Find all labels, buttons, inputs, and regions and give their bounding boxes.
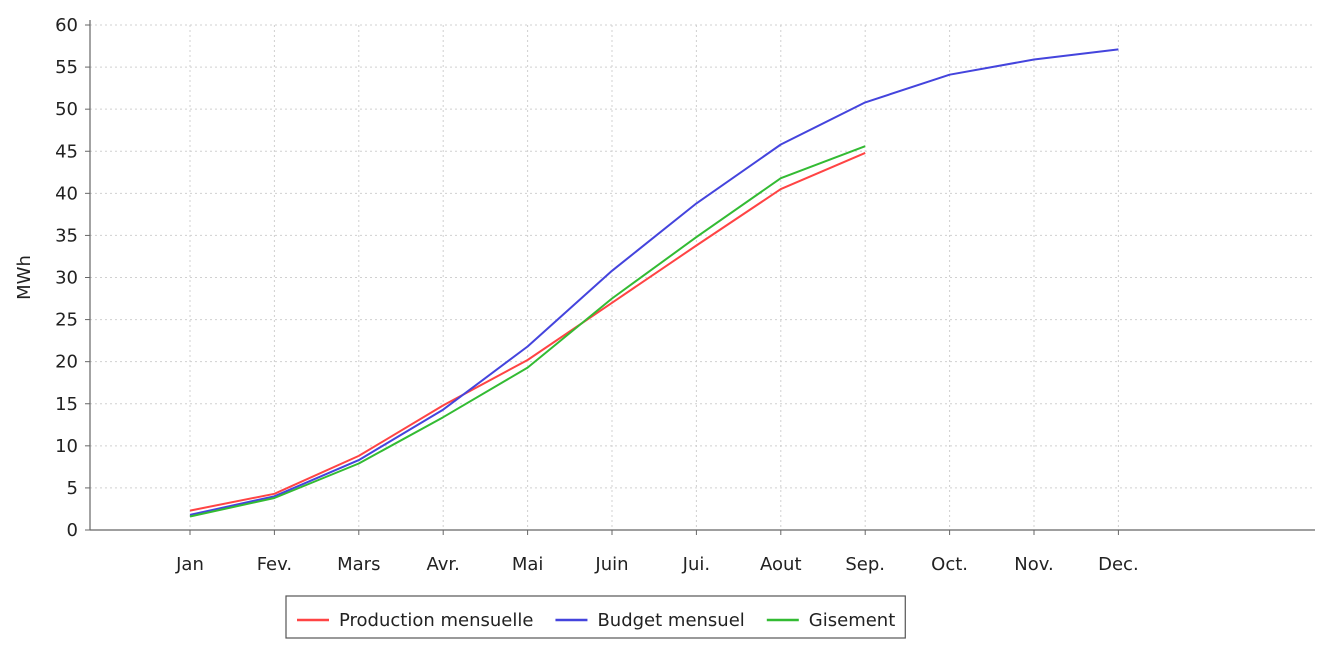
grid-lines <box>90 24 1315 530</box>
x-tick-label: Mai <box>512 554 544 575</box>
y-tick-label: 40 <box>55 183 78 204</box>
y-tick-label: 30 <box>55 268 78 289</box>
legend-label: Budget mensuel <box>597 610 744 631</box>
x-tick-label: Dec. <box>1098 554 1139 575</box>
y-tick-label: 0 <box>67 520 78 541</box>
y-tick-label: 5 <box>67 478 78 499</box>
x-tick-label: Sep. <box>845 554 885 575</box>
series-lines <box>189 48 1119 518</box>
legend-label: Production mensuelle <box>339 610 533 631</box>
y-tick-label: 15 <box>55 394 78 415</box>
series-line-1 <box>189 151 866 512</box>
y-tick-label: 60 <box>55 15 78 36</box>
legend-label: Gisement <box>809 610 895 631</box>
legend: Production mensuelle Budget mensuel Giseme… <box>285 595 906 639</box>
series-line-3 <box>189 145 866 518</box>
x-tick-labels: Jan Fev. Mars Avr. Mai Juin Jui. Aout Sep. Oct. No… <box>175 554 1139 575</box>
y-tick-label: 25 <box>55 310 78 331</box>
y-tick-label: 50 <box>55 99 78 120</box>
y-tick-label: 20 <box>55 352 78 373</box>
legend-items: Production mensuelle Budget mensuel Giseme… <box>297 610 895 631</box>
x-tick-label: Nov. <box>1014 554 1053 575</box>
series-line-2 <box>189 48 1119 516</box>
x-tick-label: Oct. <box>931 554 968 575</box>
y-tick-label: 45 <box>55 141 78 162</box>
legend-box <box>285 595 906 639</box>
y-axis-title: MWh <box>14 255 35 300</box>
y-tick-labels: 0 5 10 15 20 25 30 35 40 45 50 55 60 <box>55 15 78 541</box>
x-tick-label: Jan <box>175 554 204 575</box>
x-tick-label: Jui. <box>682 554 710 575</box>
y-tick-label: 55 <box>55 57 78 78</box>
y-tick-label: 10 <box>55 436 78 457</box>
x-tick-label: Aout <box>760 554 801 575</box>
y-tick-label: 35 <box>55 225 78 246</box>
x-tick-label: Juin <box>594 554 628 575</box>
x-tick-label: Avr. <box>427 554 460 575</box>
x-tick-label: Fev. <box>257 554 292 575</box>
x-tick-label: Mars <box>337 554 380 575</box>
axes <box>85 20 1315 535</box>
